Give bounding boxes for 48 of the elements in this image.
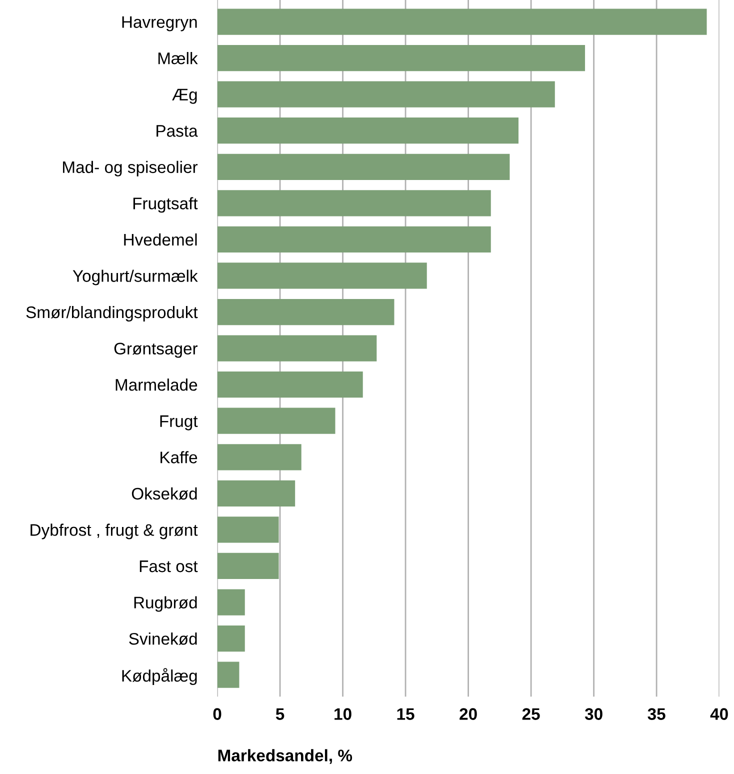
bar [217,552,279,580]
x-tick-label: 30 [584,708,602,720]
y-tick-label: Havregryn [122,16,197,32]
x-tick-label: 10 [334,708,352,720]
x-tick-label: 20 [460,708,477,720]
bar [217,44,586,72]
bar [217,190,491,216]
bar [217,298,394,326]
y-tick-label: Grøntsager [114,342,198,358]
x-tick-label: 15 [397,708,414,720]
y-tick-label: Dybfrost , frugt & grønt [30,524,198,540]
x-tick-label: 5 [276,708,284,720]
x-tick-label: 0 [213,708,222,720]
x-tick-label: 40 [710,708,728,720]
bar [217,118,518,144]
bar [217,226,491,253]
y-tick-label: Pasta [156,125,198,137]
bar [217,335,377,362]
bar [217,154,510,180]
y-tick-label: Frugtsaft [133,197,198,213]
bar [217,480,296,506]
y-tick-label: Smør/blandingsprodukt [26,306,198,322]
bar [217,516,279,543]
bar [217,81,555,108]
y-tick-label: Rugbrød [134,596,197,612]
bar [217,408,336,434]
bar [217,625,245,652]
bar [217,372,363,398]
y-tick-label: Oksekød [132,487,197,500]
y-tick-label: Yoghurt/surmælk [72,270,198,286]
bar [217,662,240,688]
x-tick-label: 35 [648,708,666,720]
bar [217,589,245,616]
y-tick-label: Kaffe [160,451,198,464]
y-tick-label: Mælk [158,52,198,64]
y-tick-label: Svinekød [129,632,197,645]
bar [217,444,302,470]
y-tick-label: Frugt [160,415,198,430]
y-tick-label: Mad- og spiseolier [63,160,198,176]
bar [217,8,707,35]
x-tick-label: 25 [522,708,540,720]
y-tick-label: Hvedemel [124,233,197,246]
y-tick-label: Kødpålæg [122,668,197,686]
y-tick-label: Fast ost [140,560,198,572]
bar [217,262,427,289]
y-tick-label: Æg [172,88,197,104]
y-tick-label: Marmelade [116,378,198,391]
x-axis-title: Markedsandel, % [218,749,352,764]
